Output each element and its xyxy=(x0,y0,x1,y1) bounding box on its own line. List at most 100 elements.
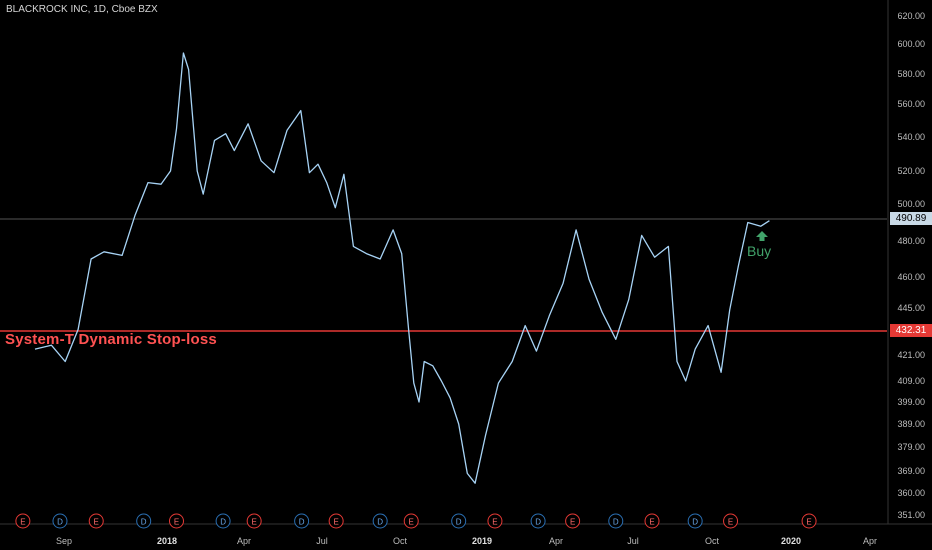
y-tick-label: 369.00 xyxy=(897,466,925,476)
earnings-marker[interactable]: E xyxy=(723,513,739,529)
dividend-marker[interactable]: D xyxy=(136,513,152,529)
event-marker-label: E xyxy=(20,518,25,527)
event-marker-circle xyxy=(88,513,104,529)
event-marker-label: E xyxy=(409,518,414,527)
earnings-marker[interactable]: E xyxy=(15,513,31,529)
earnings-marker[interactable]: E xyxy=(168,513,184,529)
price-axis: 620.00 600.00 580.00 560.00 540.00 520.00 500.… xyxy=(897,11,925,520)
event-marker-circle xyxy=(451,513,467,529)
event-marker-circle xyxy=(723,513,739,529)
x-tick-label: 2018 xyxy=(157,536,177,546)
x-tick-label: Apr xyxy=(549,536,563,546)
y-tick-label: 360.00 xyxy=(897,488,925,498)
event-marker-circle xyxy=(168,513,184,529)
y-tick-label: 351.00 xyxy=(897,510,925,520)
event-marker-circle xyxy=(530,513,546,529)
event-marker-label: E xyxy=(570,518,575,527)
x-tick-label: Sep xyxy=(56,536,72,546)
x-tick-label: Jul xyxy=(627,536,639,546)
y-tick-label: 445.00 xyxy=(897,303,925,313)
y-tick-label: 379.00 xyxy=(897,442,925,452)
y-tick-label: 540.00 xyxy=(897,132,925,142)
earnings-marker[interactable]: E xyxy=(801,513,817,529)
event-marker-label: E xyxy=(174,518,179,527)
dividend-marker[interactable]: D xyxy=(52,513,68,529)
y-tick-label: 560.00 xyxy=(897,99,925,109)
event-marker-circle xyxy=(372,513,388,529)
event-marker-label: E xyxy=(94,518,99,527)
x-tick-label: Apr xyxy=(237,536,251,546)
x-tick-label: 2019 xyxy=(472,536,492,546)
event-marker-circle xyxy=(644,513,660,529)
event-marker-label: D xyxy=(456,518,462,527)
event-marker-circle xyxy=(294,513,310,529)
dividend-marker[interactable]: D xyxy=(530,513,546,529)
price-series-line xyxy=(34,52,770,484)
event-marker-circle xyxy=(15,513,31,529)
dividend-marker[interactable]: D xyxy=(294,513,310,529)
buy-arrow-icon xyxy=(756,231,768,241)
dividend-marker[interactable]: D xyxy=(215,513,231,529)
earnings-marker[interactable]: E xyxy=(565,513,581,529)
event-marker-label: D xyxy=(613,518,619,527)
event-marker-circle xyxy=(328,513,344,529)
y-tick-label: 389.00 xyxy=(897,419,925,429)
y-tick-label: 580.00 xyxy=(897,69,925,79)
dividend-marker[interactable]: D xyxy=(451,513,467,529)
event-marker-label: E xyxy=(333,518,338,527)
earnings-marker[interactable]: E xyxy=(644,513,660,529)
x-tick-label: Oct xyxy=(393,536,408,546)
stop-loss-label: System-T Dynamic Stop-loss xyxy=(5,331,217,348)
event-marker-label: D xyxy=(535,518,541,527)
event-marker-circle xyxy=(246,513,262,529)
stop-loss-price-tag: 432.31 xyxy=(890,324,932,337)
earnings-marker[interactable]: E xyxy=(403,513,419,529)
y-tick-label: 500.00 xyxy=(897,199,925,209)
dividend-marker[interactable]: D xyxy=(372,513,388,529)
earnings-marker[interactable]: E xyxy=(88,513,104,529)
event-marker-label: E xyxy=(251,518,256,527)
earnings-marker[interactable]: E xyxy=(487,513,503,529)
event-marker-circle xyxy=(215,513,231,529)
buy-signal-label: Buy xyxy=(747,243,772,259)
y-tick-label: 520.00 xyxy=(897,166,925,176)
y-tick-label: 421.00 xyxy=(897,350,925,360)
x-tick-label: Jul xyxy=(316,536,328,546)
last-price-tag: 490.89 xyxy=(890,212,932,225)
event-marker-label: D xyxy=(220,518,226,527)
y-tick-label: 399.00 xyxy=(897,397,925,407)
event-marker-circle xyxy=(52,513,68,529)
y-tick-label: 460.00 xyxy=(897,272,925,282)
earnings-marker[interactable]: E xyxy=(328,513,344,529)
event-marker-label: D xyxy=(141,518,147,527)
symbol-title: BLACKROCK INC, 1D, Cboe BZX xyxy=(6,4,158,15)
event-marker-label: D xyxy=(299,518,305,527)
event-marker-label: E xyxy=(806,518,811,527)
y-tick-label: 620.00 xyxy=(897,11,925,21)
event-marker-label: E xyxy=(728,518,733,527)
event-marker-circle xyxy=(801,513,817,529)
dividend-marker[interactable]: D xyxy=(608,513,624,529)
event-marker-circle xyxy=(565,513,581,529)
event-marker-circle xyxy=(687,513,703,529)
event-marker-circle xyxy=(608,513,624,529)
event-marker-label: D xyxy=(377,518,383,527)
event-marker-label: D xyxy=(692,518,698,527)
x-tick-label: Oct xyxy=(705,536,720,546)
y-tick-label: 480.00 xyxy=(897,236,925,246)
event-marker-label: E xyxy=(492,518,497,527)
event-marker-circle xyxy=(136,513,152,529)
x-tick-label: Apr xyxy=(863,536,877,546)
earnings-marker[interactable]: E xyxy=(246,513,262,529)
dividend-marker[interactable]: D xyxy=(687,513,703,529)
event-marker-label: D xyxy=(57,518,63,527)
x-tick-label: 2020 xyxy=(781,536,801,546)
time-axis: Sep 2018 Apr Jul Oct 2019 Apr Jul Oct 2020 Apr xyxy=(56,536,877,546)
event-marker-circle xyxy=(403,513,419,529)
event-marker-circle xyxy=(487,513,503,529)
y-tick-label: 600.00 xyxy=(897,39,925,49)
y-tick-label: 409.00 xyxy=(897,376,925,386)
event-marker-label: E xyxy=(649,518,654,527)
